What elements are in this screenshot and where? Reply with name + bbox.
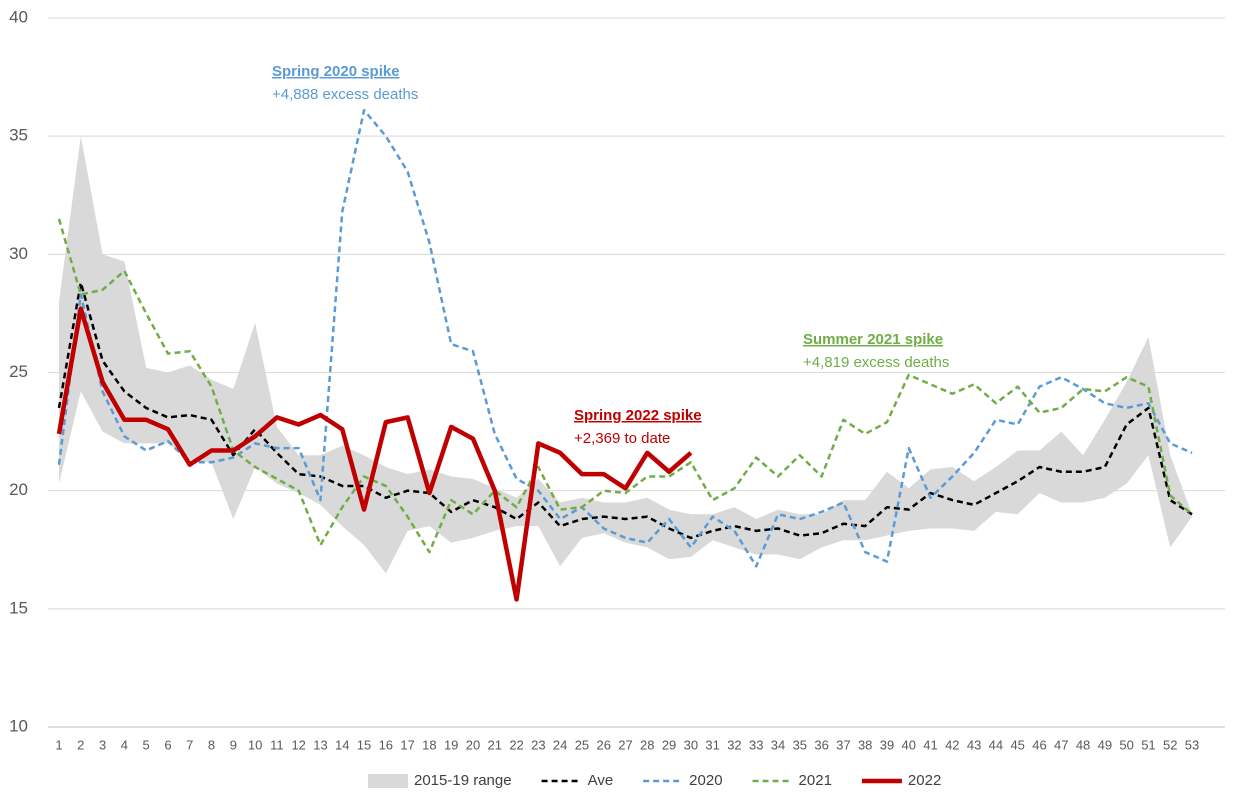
x-tick-label: 25 bbox=[575, 737, 589, 752]
y-tick-label: 25 bbox=[9, 362, 28, 381]
x-tick-label: 20 bbox=[466, 737, 480, 752]
y-tick-label: 20 bbox=[9, 480, 28, 499]
x-tick-label: 33 bbox=[749, 737, 763, 752]
x-tick-label: 32 bbox=[727, 737, 741, 752]
x-tick-label: 8 bbox=[208, 737, 215, 752]
annotation-text: +2,369 to date bbox=[574, 430, 670, 447]
x-tick-label: 17 bbox=[400, 737, 414, 752]
x-tick-label: 11 bbox=[270, 737, 284, 752]
x-tick-label: 46 bbox=[1032, 737, 1046, 752]
y-tick-label: 15 bbox=[9, 598, 28, 617]
series-line bbox=[57, 281, 1193, 540]
x-tick-label: 45 bbox=[1010, 737, 1024, 752]
x-tick-label: 52 bbox=[1163, 737, 1177, 752]
y-tick-label: 10 bbox=[9, 716, 28, 735]
x-tick-label: 21 bbox=[488, 737, 502, 752]
x-tick-label: 12 bbox=[291, 737, 305, 752]
x-tick-label: 37 bbox=[836, 737, 850, 752]
x-tick-label: 43 bbox=[967, 737, 981, 752]
x-tick-label: 36 bbox=[814, 737, 828, 752]
legend-label: 2020 bbox=[689, 772, 722, 789]
x-tick-label: 16 bbox=[379, 737, 393, 752]
x-tick-label: 10 bbox=[248, 737, 262, 752]
x-tick-label: 50 bbox=[1119, 737, 1133, 752]
x-tick-label: 2 bbox=[77, 737, 84, 752]
x-tick-label: 51 bbox=[1141, 737, 1155, 752]
legend-label: 2015-19 range bbox=[414, 772, 512, 789]
y-tick-label: 40 bbox=[9, 7, 28, 26]
legend-label: 2022 bbox=[908, 772, 941, 789]
x-tick-label: 38 bbox=[858, 737, 872, 752]
x-tick-label: 35 bbox=[793, 737, 807, 752]
x-tick-label: 19 bbox=[444, 737, 458, 752]
x-tick-label: 18 bbox=[422, 737, 436, 752]
legend-label: 2021 bbox=[799, 772, 832, 789]
annotation-title: Spring 2022 spike bbox=[574, 407, 702, 424]
series-line bbox=[56, 306, 693, 602]
x-tick-label: 15 bbox=[357, 737, 371, 752]
x-tick-label: 41 bbox=[923, 737, 937, 752]
x-tick-label: 6 bbox=[164, 737, 171, 752]
x-tick-label: 3 bbox=[99, 737, 106, 752]
annotation-title: Spring 2020 spike bbox=[272, 63, 400, 80]
x-tick-label: 28 bbox=[640, 737, 654, 752]
x-tick-label: 30 bbox=[684, 737, 698, 752]
x-tick-label: 26 bbox=[596, 737, 610, 752]
x-tick-label: 47 bbox=[1054, 737, 1068, 752]
x-tick-label: 14 bbox=[335, 737, 349, 752]
y-tick-label: 30 bbox=[9, 244, 28, 263]
x-tick-label: 44 bbox=[989, 737, 1003, 752]
x-tick-label: 39 bbox=[880, 737, 894, 752]
x-tick-label: 7 bbox=[186, 737, 193, 752]
x-tick-label: 24 bbox=[553, 737, 567, 752]
x-tick-label: 31 bbox=[705, 737, 719, 752]
annotation-title: Summer 2021 spike bbox=[803, 331, 943, 348]
x-tick-label: 23 bbox=[531, 737, 545, 752]
x-tick-label: 1 bbox=[55, 737, 62, 752]
x-tick-label: 53 bbox=[1185, 737, 1199, 752]
x-tick-label: 48 bbox=[1076, 737, 1090, 752]
x-tick-label: 9 bbox=[230, 737, 237, 752]
x-tick-label: 42 bbox=[945, 737, 959, 752]
x-tick-label: 49 bbox=[1098, 737, 1112, 752]
x-tick-label: 27 bbox=[618, 737, 632, 752]
x-tick-label: 34 bbox=[771, 737, 785, 752]
x-tick-label: 4 bbox=[121, 737, 128, 752]
series-line bbox=[57, 218, 1193, 554]
x-tick-label: 29 bbox=[662, 737, 676, 752]
x-tick-label: 40 bbox=[902, 737, 916, 752]
y-tick-label: 35 bbox=[9, 126, 28, 145]
legend-swatch bbox=[368, 774, 408, 788]
annotation-text: +4,819 excess deaths bbox=[803, 354, 949, 371]
x-tick-label: 13 bbox=[313, 737, 327, 752]
annotation-text: +4,888 excess deaths bbox=[272, 86, 418, 103]
x-tick-label: 22 bbox=[509, 737, 523, 752]
range-band bbox=[59, 136, 1192, 574]
x-tick-label: 5 bbox=[143, 737, 150, 752]
legend-label: Ave bbox=[588, 772, 614, 789]
series-line bbox=[57, 108, 1193, 568]
